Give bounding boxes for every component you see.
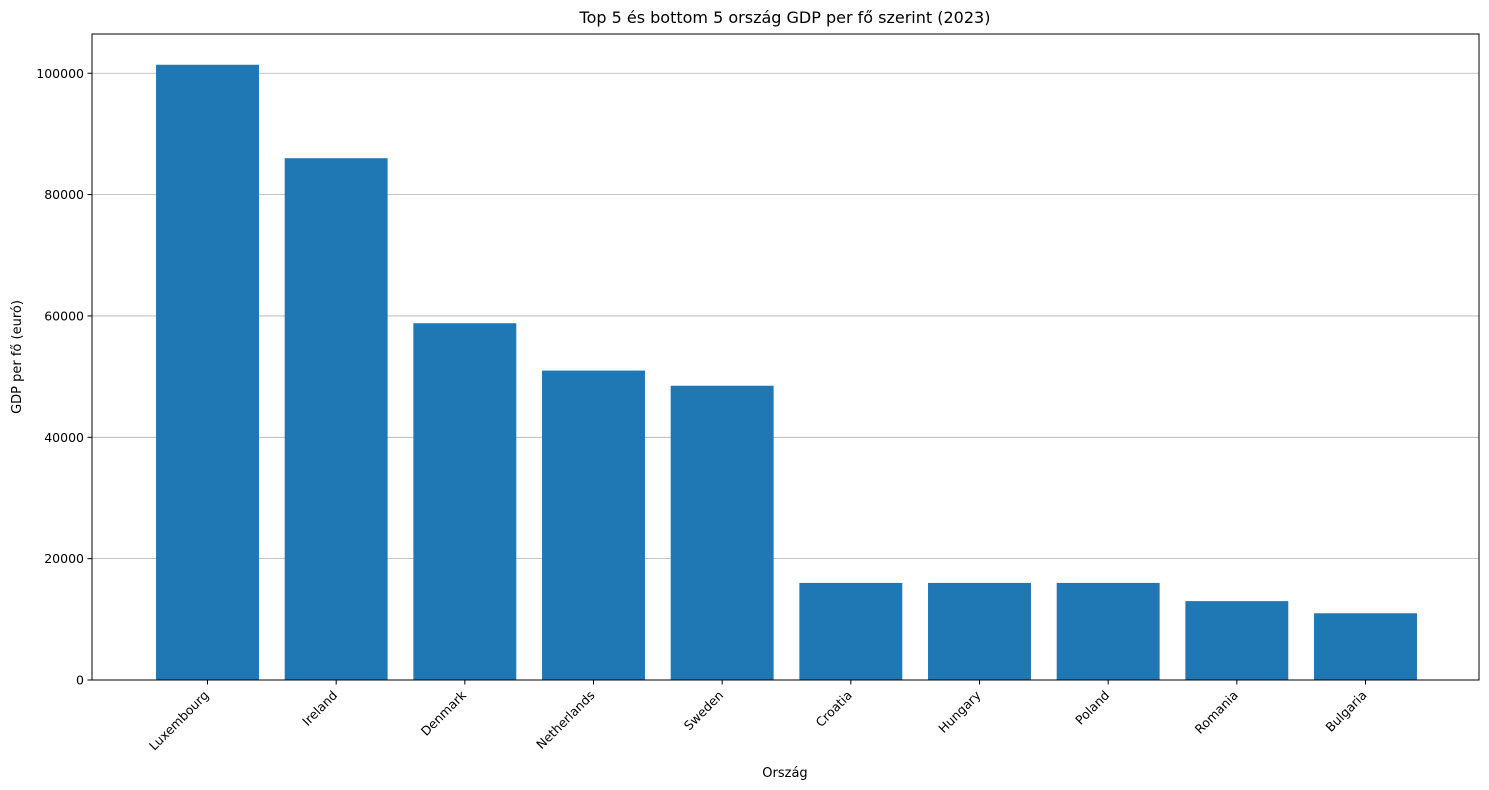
bar-croatia [799, 582, 903, 680]
bar-romania [1185, 601, 1289, 680]
plot-frame [91, 33, 1480, 681]
bar-luxembourg [156, 64, 259, 680]
bar-poland [1056, 582, 1160, 680]
bar-denmark [413, 323, 517, 680]
x-axis-label: Ország [762, 766, 807, 781]
y-tick-label: 100000 [36, 66, 84, 81]
y-axis: 0 20000 40000 60000 80000 100000 [36, 66, 92, 688]
chart-title: Top 5 és bottom 5 ország GDP per fő szer… [579, 8, 991, 27]
bar-hungary [928, 582, 1031, 680]
y-tick-label: 80000 [44, 187, 84, 202]
y-tick-label: 0 [76, 673, 84, 688]
y-tick-label: 40000 [44, 430, 84, 445]
bars [156, 64, 1417, 680]
y-tick-label: 20000 [44, 551, 84, 566]
bar-netherlands [542, 370, 645, 680]
bar-bulgaria [1314, 613, 1417, 680]
bar-ireland [284, 158, 388, 680]
y-tick-label: 60000 [44, 308, 84, 323]
bar-sweden [670, 385, 774, 680]
y-axis-label: GDP per fő (euró) [10, 300, 25, 414]
